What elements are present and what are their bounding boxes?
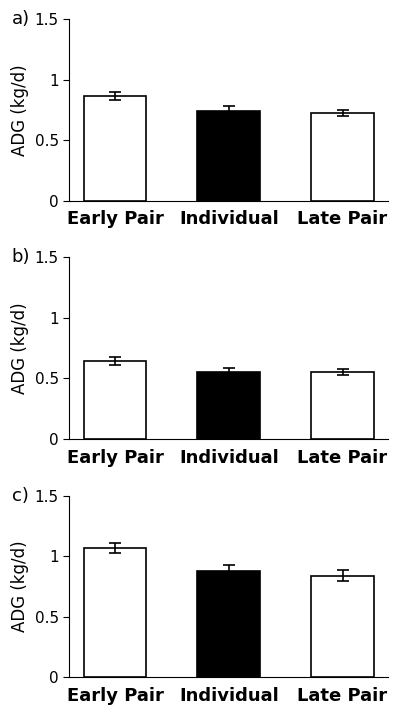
Bar xyxy=(198,571,260,677)
Y-axis label: ADG (kg/d): ADG (kg/d) xyxy=(11,302,29,394)
Bar xyxy=(84,96,146,200)
Bar xyxy=(311,372,374,439)
Text: a): a) xyxy=(12,10,30,28)
Y-axis label: ADG (kg/d): ADG (kg/d) xyxy=(11,541,29,632)
Bar xyxy=(84,548,146,677)
Bar xyxy=(311,113,374,200)
Bar xyxy=(84,361,146,439)
Text: b): b) xyxy=(12,248,30,266)
Text: c): c) xyxy=(12,487,29,505)
Bar xyxy=(311,576,374,677)
Bar xyxy=(198,110,260,200)
Y-axis label: ADG (kg/d): ADG (kg/d) xyxy=(11,64,29,156)
Bar xyxy=(198,372,260,439)
